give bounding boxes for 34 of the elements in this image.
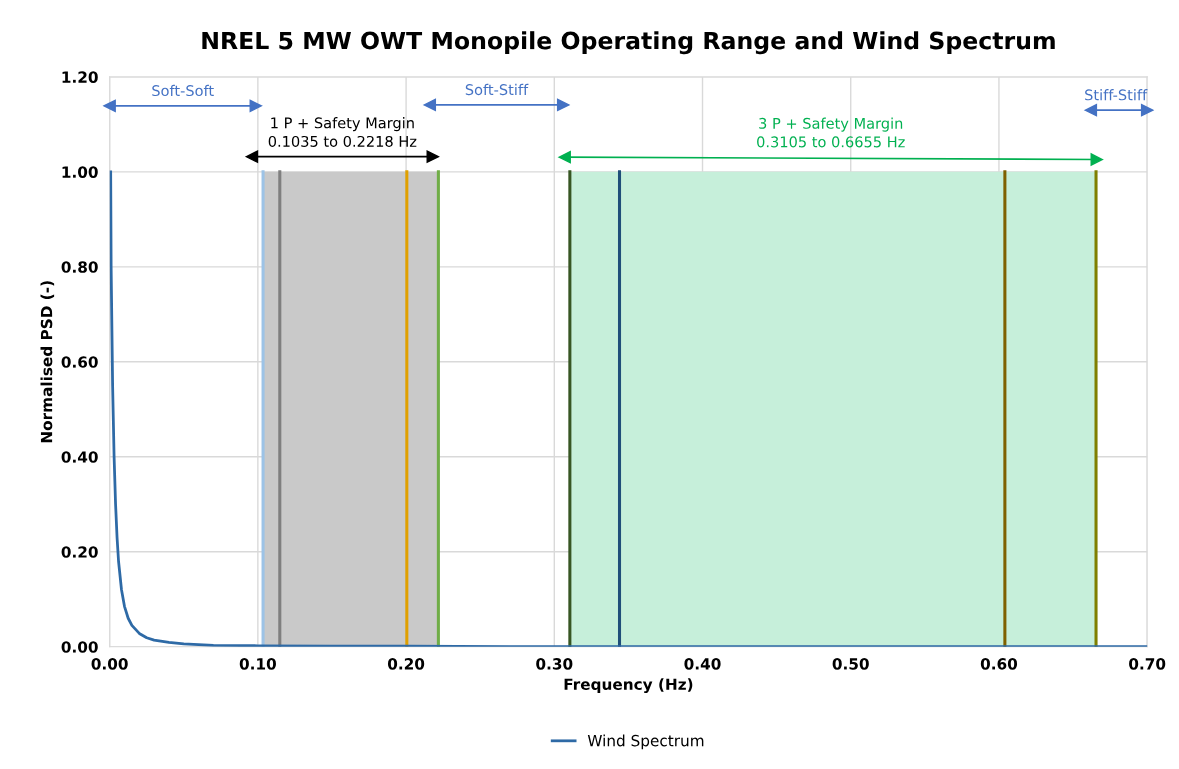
point — [1140, 103, 1154, 117]
annotation: 1 P + Safety Margin 0.1035 to 0.2218 Hz — [268, 117, 417, 147]
x-tick-label: 0.30 — [536, 658, 573, 670]
point — [1084, 103, 1098, 117]
point — [103, 99, 116, 113]
y-tick-label: 1.20 — [62, 71, 98, 83]
annotation: Soft-Stiff — [465, 83, 529, 96]
point — [426, 150, 440, 163]
x-tick-label: 0.20 — [387, 658, 425, 670]
y-tick-label: 0.00 — [61, 641, 98, 653]
annotation: Stiff-Stiff — [1085, 89, 1148, 101]
point — [423, 98, 437, 112]
x-tick-label: 0.10 — [239, 658, 276, 670]
annotation: 3 P + Safety Margin 0.3105 to 0.6655 Hz — [757, 117, 905, 148]
x-tick-label: 0.00 — [91, 658, 128, 670]
y-axis-title: Normalised PSD (-) — [40, 281, 55, 443]
y-tick-label: 0.40 — [61, 451, 98, 463]
x-tick-label: 0.40 — [684, 658, 721, 670]
point — [556, 98, 570, 112]
y-tick-label: 0.60 — [61, 356, 98, 368]
x-tick-label: 0.60 — [980, 658, 1018, 670]
x-tick-label: 0.70 — [1129, 658, 1166, 670]
y-tick-label: 1.00 — [62, 166, 98, 178]
annotation: Soft-Soft — [152, 84, 214, 97]
x-tick-label: 0.50 — [832, 658, 869, 670]
point — [558, 150, 571, 164]
point — [249, 99, 263, 113]
y-tick-label: 0.20 — [61, 546, 98, 558]
x-axis-title: Frequency (Hz) — [564, 678, 693, 694]
y-tick-label: 0.80 — [61, 261, 98, 273]
point — [245, 150, 259, 163]
legend-label: Wind Spectrum — [587, 734, 704, 750]
chart-title: NREL 5 MW OWT Monopile Operating Range and Wind Spectrum — [202, 31, 1055, 55]
point — [1090, 153, 1104, 166]
